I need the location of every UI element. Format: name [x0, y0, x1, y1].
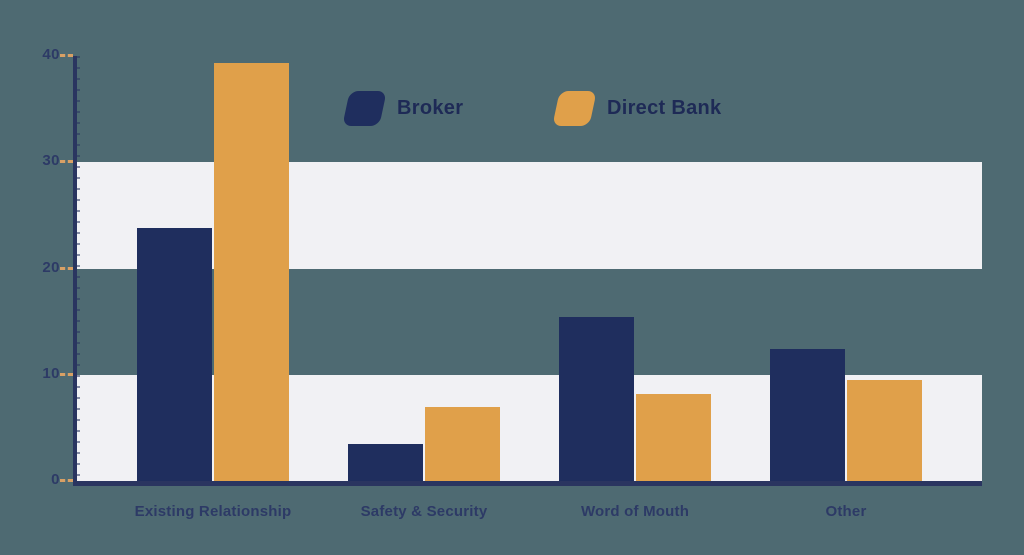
y-axis-label-0: 0: [51, 471, 60, 488]
category-label-safety-security: Safety & Security: [360, 503, 488, 520]
grid-band-20-30: [77, 162, 982, 269]
category-label-word-of-mouth: Word of Mouth: [580, 503, 690, 520]
bar-direct-bank-existing-relationship: [214, 63, 289, 481]
y-tick-30: [60, 160, 73, 164]
y-axis-label-20: 20: [42, 258, 60, 276]
y-axis-minor-ticks: [77, 56, 80, 481]
y-tick-40: [60, 54, 73, 57]
bar-direct-bank-word-of-mouth: [636, 393, 711, 481]
y-tick-0: [60, 479, 73, 482]
bar-broker-word-of-mouth: [559, 317, 634, 481]
y-tick-10: [60, 372, 73, 376]
bar-direct-bank-other: [847, 380, 922, 481]
bar-direct-bank-safety-security: [425, 406, 500, 481]
x-axis-line: [73, 481, 982, 486]
legend-label-broker: Broker: [397, 96, 464, 119]
category-label-other: Other: [825, 503, 867, 520]
legend-swatch-broker: [342, 90, 387, 126]
legend-label-direct-bank: Direct Bank: [607, 96, 722, 119]
bar-broker-existing-relationship: [137, 228, 212, 481]
y-axis-label-10: 10: [42, 364, 60, 382]
y-axis-label-40: 40: [42, 46, 60, 63]
bar-broker-other: [770, 349, 845, 481]
legend-item-direct-bank: Direct Bank: [552, 88, 722, 128]
legend-item-broker: Broker: [342, 88, 464, 128]
bar-broker-safety-security: [348, 443, 423, 481]
category-label-existing-relationship: Existing Relationship: [134, 503, 292, 520]
legend-swatch-direct-bank: [552, 90, 597, 126]
y-tick-20: [60, 266, 73, 270]
y-axis-line: [73, 56, 77, 486]
y-axis-label-30: 30: [42, 152, 60, 170]
